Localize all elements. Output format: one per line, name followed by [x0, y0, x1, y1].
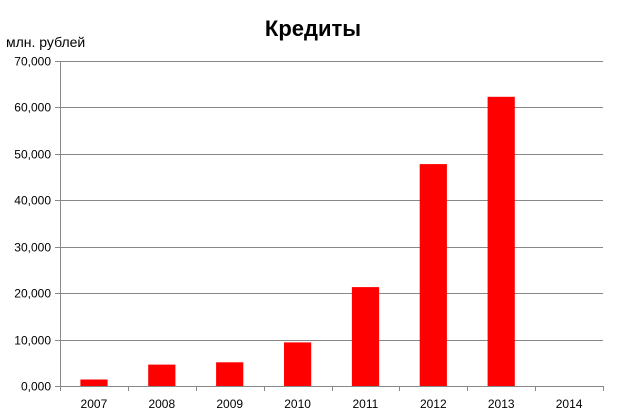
- y-tick-labels: 0,000 10,000 20,000 30,000 40,000 50,000 60,00…: [14, 55, 51, 394]
- x-tick-label-2007: 2007: [81, 397, 108, 411]
- chart-title: Кредиты: [265, 16, 361, 41]
- bar-2012: [419, 164, 447, 386]
- y-axis-unit-label: млн. рублей: [6, 34, 85, 50]
- x-tick-label-2011: 2011: [352, 397, 378, 411]
- x-tick-label-2009: 2009: [216, 397, 243, 411]
- x-tick-label-2013: 2013: [488, 397, 515, 411]
- bar-2010: [284, 342, 312, 386]
- x-tick-labels: 2007 2008 2009 2010 2011 2012 2013 2014: [81, 397, 583, 411]
- y-tick-label: 30,000: [14, 241, 51, 255]
- y-tick-label: 10,000: [14, 334, 51, 348]
- y-tick-label: 60,000: [14, 101, 51, 115]
- bar-2013: [487, 96, 515, 387]
- bar-2007: [80, 379, 108, 386]
- y-tick-label: 50,000: [14, 148, 51, 162]
- x-tick-label-2010: 2010: [284, 397, 311, 411]
- x-tick-label-2008: 2008: [148, 397, 175, 411]
- x-tick-label-2012: 2012: [420, 397, 447, 411]
- x-tick-label-2014: 2014: [556, 397, 583, 411]
- y-tick-label: 20,000: [14, 287, 51, 301]
- axes: [55, 61, 604, 391]
- gridlines: [60, 61, 603, 341]
- bars: [80, 96, 515, 387]
- y-tick-label: 70,000: [14, 55, 51, 69]
- bar-2011: [351, 287, 380, 386]
- bar-2009: [216, 362, 244, 386]
- y-tick-label: 40,000: [14, 194, 51, 208]
- y-tick-label: 0,000: [21, 380, 51, 394]
- bar-2008: [148, 364, 176, 386]
